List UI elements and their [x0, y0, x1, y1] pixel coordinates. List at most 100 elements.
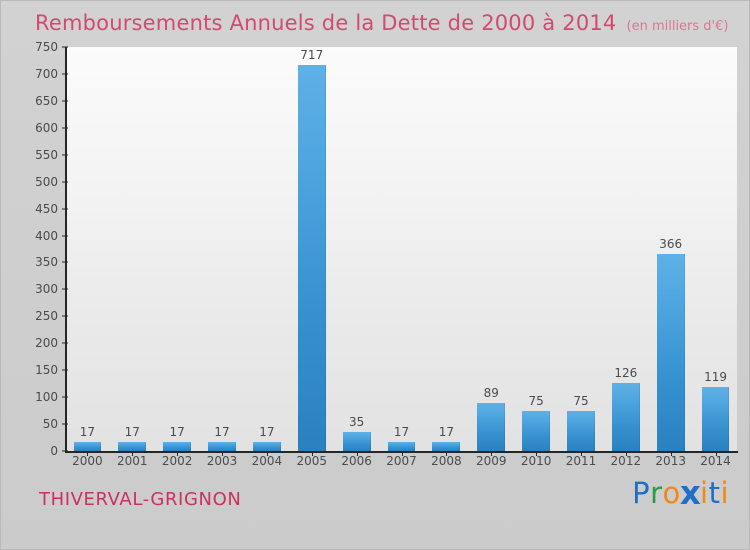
bar[interactable] [477, 403, 506, 451]
y-axis-tick-label: 350 [35, 255, 58, 270]
x-axis-tick-mark [715, 451, 717, 456]
bar-group: 366 [656, 47, 685, 451]
y-axis-tick-label: 600 [35, 120, 58, 135]
bar-value-label: 717 [300, 47, 324, 62]
x-axis-tick-label: 2012 [610, 454, 642, 468]
x-axis-tick-label: 2008 [431, 454, 462, 468]
x-axis-tick-label: 2004 [251, 454, 283, 468]
x-axis-tick-label: 2005 [296, 454, 328, 468]
bar[interactable] [118, 441, 147, 451]
x-axis-tick-label: 2011 [565, 454, 597, 468]
x-axis-tick-label: 2003 [206, 454, 238, 468]
x-axis-tick-mark [222, 451, 224, 456]
chart-subtitle: (en milliers d'€) [626, 19, 729, 34]
commune-name: THIVERVAL-GRIGNON [39, 489, 242, 510]
y-axis-tick-label: 750 [35, 40, 58, 54]
bars-layer: 17 17 17 17 17 717 35 17 17 89 75 75 126 366 119 [65, 47, 738, 451]
logo-letter-r: r [650, 476, 663, 510]
bar[interactable] [297, 64, 326, 451]
bar-value-label: 35 [348, 415, 365, 430]
x-axis-tick-label: 2000 [72, 454, 103, 468]
bar[interactable] [522, 410, 550, 451]
x-axis-tick-mark [670, 451, 672, 456]
bar[interactable] [252, 441, 281, 451]
bar-value-label: 17 [438, 424, 454, 439]
bar-value-label: 17 [124, 424, 140, 439]
x-axis-tick-mark [446, 451, 448, 456]
x-axis-tick-label: 2014 [700, 454, 731, 468]
y-axis-tick-label: 100 [35, 390, 58, 405]
bar-group: 17 [118, 47, 147, 451]
y-axis-tick-label: 50 [42, 417, 58, 432]
bar-value-label: 17 [259, 424, 275, 439]
x-axis-tick-mark [177, 451, 179, 456]
bar-value-label: 17 [169, 424, 185, 439]
bar-value-label: 119 [704, 369, 728, 384]
y-axis-tick-label: 200 [35, 336, 58, 351]
x-axis-tick-mark [491, 451, 493, 456]
y-axis-tick-label: 550 [35, 147, 58, 162]
bar-value-label: 89 [483, 386, 499, 401]
bar-value-label: 75 [528, 393, 544, 408]
bar-group: 17 [208, 47, 236, 451]
y-axis-tick-label: 0 [50, 444, 58, 458]
bar-value-label: 75 [573, 393, 589, 408]
bar[interactable] [208, 441, 236, 451]
x-axis-tick-mark [401, 451, 403, 456]
x-axis-tick-label: 2010 [520, 454, 552, 468]
bar-group: 17 [432, 47, 461, 451]
x-axis-tick-label: 2006 [341, 454, 372, 468]
bar[interactable] [567, 410, 595, 451]
bar-value-label: 17 [393, 424, 410, 439]
bar[interactable] [656, 253, 685, 451]
logo-letter-i-first: i [700, 476, 709, 510]
bar-group: 35 [342, 47, 371, 451]
logo-letter-o: o [662, 476, 681, 510]
x-axis-tick-mark [132, 451, 134, 456]
bar-group: 717 [297, 47, 326, 451]
bar-value-label: 366 [659, 236, 683, 251]
bar[interactable] [387, 441, 416, 451]
bar-group: 17 [73, 47, 102, 451]
y-axis-tick-label: 250 [35, 309, 58, 324]
bar[interactable] [611, 383, 640, 451]
y-axis-tick-label: 500 [35, 174, 58, 189]
bar[interactable] [701, 386, 730, 451]
bar-group: 119 [701, 47, 730, 451]
chart-header: Remboursements Annuels de la Dette de 20… [35, 11, 739, 39]
y-axis-tick-label: 150 [35, 363, 58, 378]
logo-letter-p: P [632, 476, 651, 510]
y-axis-line [65, 47, 67, 452]
bar-group: 17 [387, 47, 416, 451]
footer: THIVERVAL-GRIGNON Proxiti [1, 471, 749, 549]
bar[interactable] [163, 441, 192, 451]
plot-area: 0 50 100 150 200 250 300 350 400 450 500 550 600 650 7… [35, 40, 737, 458]
x-axis-tick-mark [266, 451, 268, 456]
logo-letter-t: t [708, 476, 721, 510]
bar-group: 89 [477, 47, 506, 451]
x-axis-tick-label: 2002 [161, 454, 193, 468]
proxiti-logo[interactable]: Proxiti [632, 476, 729, 510]
logo-letter-i-second: i [720, 476, 729, 510]
bar-group: 75 [567, 47, 595, 451]
bar-group: 75 [522, 47, 550, 451]
x-axis-tick-mark [87, 451, 89, 456]
bar-value-label: 17 [79, 424, 96, 439]
y-axis-tick-label: 650 [35, 93, 58, 108]
bar-group: 17 [252, 47, 281, 451]
bar[interactable] [432, 441, 461, 451]
x-axis-tick-mark [536, 451, 538, 456]
y-axis-tick-label: 300 [35, 282, 58, 297]
bar[interactable] [73, 441, 102, 451]
page-title: Remboursements Annuels de la Dette de 20… [35, 11, 617, 35]
x-axis-tick-mark [311, 451, 313, 456]
bar[interactable] [342, 432, 371, 451]
x-axis-tick-mark [625, 451, 627, 456]
x-axis-tick-label: 2001 [117, 454, 148, 468]
x-axis-tick-label: 2009 [475, 454, 507, 468]
bar-group: 17 [163, 47, 192, 451]
y-axis-tick-label: 400 [35, 228, 58, 243]
x-axis-tick-mark [356, 451, 358, 456]
y-axis-tick-label: 700 [35, 66, 58, 81]
x-axis-labels: 2000 2001 2002 2003 2004 2005 2006 2007 2008 2009… [65, 451, 738, 476]
